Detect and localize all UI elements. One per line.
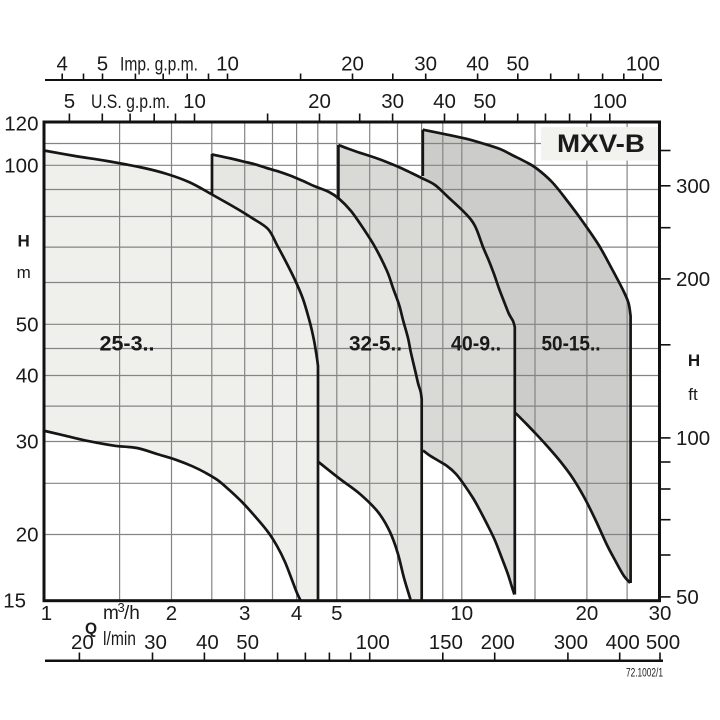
svg-text:15: 15 (3, 590, 26, 613)
svg-text:100: 100 (4, 154, 38, 177)
svg-text:10: 10 (183, 90, 206, 113)
svg-text:25-3..: 25-3.. (100, 333, 155, 356)
svg-text:50: 50 (506, 53, 529, 76)
svg-text:20: 20 (575, 602, 598, 625)
svg-text:/h: /h (124, 603, 140, 624)
svg-text:1: 1 (41, 602, 52, 625)
svg-text:400: 400 (606, 631, 640, 654)
svg-text:30: 30 (649, 602, 672, 625)
svg-text:40: 40 (16, 365, 39, 388)
svg-text:ft: ft (688, 385, 698, 404)
svg-text:H: H (688, 351, 700, 370)
svg-text:l/min: l/min (103, 629, 136, 650)
svg-text:50-15..: 50-15.. (542, 333, 601, 356)
svg-text:120: 120 (4, 113, 38, 136)
svg-text:30: 30 (16, 431, 39, 454)
svg-text:20: 20 (308, 90, 331, 113)
svg-text:40-9..: 40-9.. (451, 333, 501, 356)
svg-text:20: 20 (341, 53, 364, 76)
svg-text:30: 30 (414, 53, 437, 76)
svg-text:40: 40 (196, 631, 219, 654)
svg-text:150: 150 (429, 631, 463, 654)
svg-text:m: m (103, 603, 119, 624)
svg-text:U.S. g.p.m.: U.S. g.p.m. (91, 91, 170, 113)
svg-text:100: 100 (626, 53, 660, 76)
svg-text:5: 5 (64, 90, 75, 113)
svg-text:50: 50 (16, 313, 39, 336)
svg-text:3: 3 (239, 602, 250, 625)
svg-text:50: 50 (236, 631, 259, 654)
svg-text:20: 20 (16, 524, 39, 547)
svg-text:200: 200 (481, 631, 515, 654)
svg-text:72.1002/1: 72.1002/1 (626, 668, 663, 680)
svg-text:Q: Q (85, 621, 97, 638)
svg-text:40: 40 (466, 53, 489, 76)
svg-text:5: 5 (97, 53, 108, 76)
svg-text:20: 20 (71, 631, 94, 654)
svg-text:10: 10 (216, 53, 239, 76)
svg-text:4: 4 (56, 53, 67, 76)
svg-text:50: 50 (473, 90, 496, 113)
svg-text:10: 10 (450, 602, 473, 625)
svg-text:300: 300 (554, 631, 588, 654)
svg-text:m: m (17, 263, 31, 282)
svg-text:2: 2 (166, 602, 177, 625)
svg-text:MXV-B: MXV-B (557, 130, 645, 158)
svg-text:100: 100 (593, 90, 627, 113)
svg-text:Imp. g.p.m.: Imp. g.p.m. (120, 54, 198, 76)
svg-text:32-5..: 32-5.. (349, 333, 402, 356)
svg-text:40: 40 (433, 90, 456, 113)
svg-text:300: 300 (676, 175, 710, 198)
svg-text:30: 30 (381, 90, 404, 113)
svg-text:4: 4 (291, 602, 302, 625)
svg-text:30: 30 (144, 631, 167, 654)
svg-text:5: 5 (331, 602, 342, 625)
svg-text:100: 100 (356, 631, 390, 654)
svg-text:3: 3 (118, 600, 125, 615)
svg-text:H: H (18, 232, 30, 251)
svg-text:500: 500 (646, 631, 680, 654)
svg-text:50: 50 (676, 586, 699, 609)
svg-text:200: 200 (676, 268, 710, 291)
svg-text:100: 100 (676, 427, 710, 450)
